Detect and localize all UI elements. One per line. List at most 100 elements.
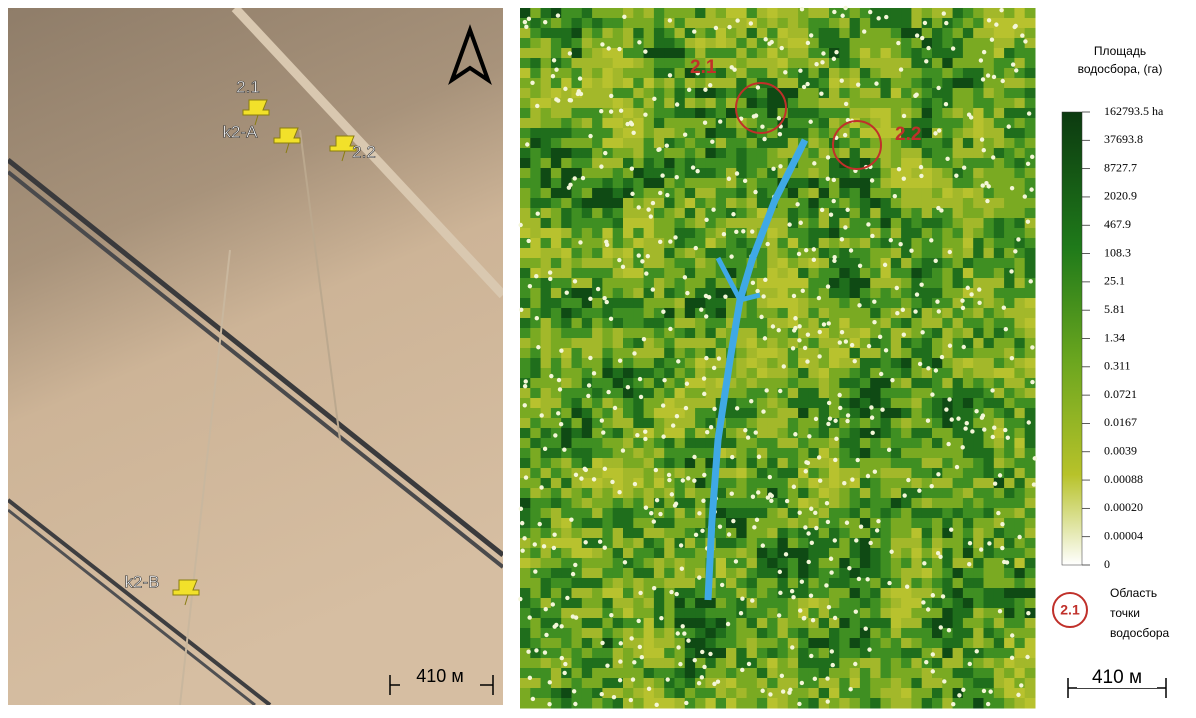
raster-dot [1027,420,1031,424]
raster-dot [522,536,526,540]
raster-dot [969,292,973,296]
raster-cell [747,498,758,509]
raster-cell [602,408,613,419]
raster-cell [963,608,974,619]
raster-cell [798,238,809,249]
raster-dot [584,468,588,472]
raster-cell [839,698,850,709]
raster-cell [561,408,572,419]
raster-cell [664,148,675,159]
raster-cell [963,448,974,459]
raster-cell [685,118,696,129]
raster-cell [778,528,789,539]
raster-cell [788,508,799,519]
raster-cell [994,628,1005,639]
raster-dot [543,20,547,24]
raster-cell [911,58,922,69]
raster-cell [592,138,603,149]
raster-cell [984,278,995,289]
raster-cell [778,408,789,419]
raster-dot [993,482,997,486]
raster-cell [911,378,922,389]
raster-cell [551,628,562,639]
raster-cell [1014,588,1025,599]
raster-cell [623,348,634,359]
raster-cell [808,628,819,639]
raster-cell [850,158,861,169]
raster-cell [942,668,953,679]
raster-dot [617,490,621,494]
raster-dot [826,699,830,703]
raster-dot [795,202,799,206]
raster-dot [609,94,613,98]
raster-cell [592,378,603,389]
raster-cell [932,178,943,189]
raster-cell [819,588,830,599]
raster-cell [839,528,850,539]
raster-cell [685,98,696,109]
raster-dot [850,477,854,481]
raster-cell [819,268,830,279]
raster-dot [1016,693,1020,697]
raster-cell [808,18,819,29]
raster-dot [883,263,887,267]
raster-cell [819,608,830,619]
raster-cell [1025,588,1036,599]
raster-dot [982,50,986,54]
raster-cell [932,58,943,69]
raster-cell [561,568,572,579]
raster-cell [520,158,531,169]
raster-cell [808,68,819,79]
raster-cell [726,78,737,89]
raster-cell [870,648,881,659]
raster-cell [675,158,686,169]
raster-cell [922,518,933,529]
raster-cell [664,568,675,579]
raster-cell [808,48,819,59]
raster-cell [582,18,593,29]
raster-dot [665,193,669,197]
raster-cell [850,648,861,659]
raster-cell [788,58,799,69]
raster-cell [984,318,995,329]
raster-cell [561,378,572,389]
raster-cell [891,48,902,59]
raster-cell [942,168,953,179]
raster-cell [953,618,964,629]
raster-cell [963,588,974,599]
raster-cell [582,678,593,689]
raster-cell [819,98,830,109]
raster-cell [726,698,737,709]
raster-dot [548,277,552,281]
raster-cell [716,188,727,199]
raster-dot [949,527,953,531]
raster-cell [778,288,789,299]
raster-cell [685,568,696,579]
raster-cell [747,608,758,619]
raster-cell [551,578,562,589]
raster-cell [963,78,974,89]
raster-cell [850,488,861,499]
raster-dot [945,157,949,161]
raster-cell [561,118,572,129]
raster-dot [999,8,1003,12]
raster-cell [654,388,665,399]
raster-cell [623,398,634,409]
raster-cell [530,358,541,369]
raster-dot [845,521,849,525]
raster-cell [572,558,583,569]
raster-cell [901,338,912,349]
raster-dot [870,415,874,419]
raster-cell [942,638,953,649]
raster-cell [572,188,583,199]
raster-cell [973,628,984,639]
raster-cell [685,388,696,399]
raster-cell [623,648,634,659]
raster-cell [716,638,727,649]
raster-dot [979,547,983,551]
raster-dot [960,298,964,302]
raster-dot [987,18,991,22]
raster-cell [1004,468,1015,479]
raster-cell [1025,288,1036,299]
raster-cell [613,658,624,669]
